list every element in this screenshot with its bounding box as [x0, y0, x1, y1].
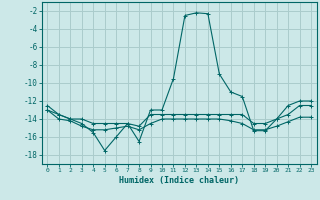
X-axis label: Humidex (Indice chaleur): Humidex (Indice chaleur) [119, 176, 239, 185]
